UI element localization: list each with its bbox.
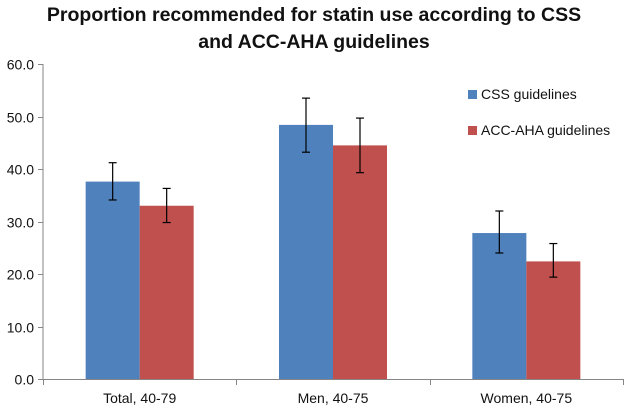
error-bar-acc-aha-2 [549, 242, 558, 278]
y-tick-label-6: 60.0 [7, 57, 34, 73]
error-bar-css-0 [108, 162, 117, 201]
x-tick-label-2: Women, 40-75 [481, 390, 573, 406]
legend-label-css: CSS guidelines [481, 86, 577, 102]
error-bar-css-1 [302, 97, 310, 153]
bar-acc-aha-1 [333, 145, 387, 379]
legend-label-acc-aha: ACC-AHA guidelines [481, 122, 611, 138]
y-tick-label-3: 30.0 [7, 215, 34, 231]
legend-item-acc-aha: ACC-AHA guidelines [468, 120, 610, 140]
legend-swatch-css [468, 89, 477, 99]
bar-acc-aha-2 [526, 261, 581, 379]
bar-css-2 [472, 233, 527, 379]
legend-swatch-acc-aha [468, 125, 477, 135]
error-bar-css-2 [495, 210, 504, 254]
chart-title-line-2: and ACC-AHA guidelines [198, 31, 430, 53]
y-tick-label-2: 20.0 [7, 267, 34, 283]
y-tick-label-4: 40.0 [7, 162, 34, 178]
legend-item-css: CSS guidelines [468, 84, 610, 104]
chart-title: Proportion recommended for statin use ac… [0, 2, 628, 56]
bar-css-0 [85, 181, 140, 379]
y-tick-label-0: 0.0 [15, 372, 35, 388]
error-bar-acc-aha-0 [162, 187, 171, 224]
error-bar-acc-aha-1 [356, 117, 364, 174]
chart-legend: CSS guidelines ACC-AHA guidelines [468, 84, 610, 156]
x-tick-label-1: Men, 40-75 [298, 390, 369, 406]
bar-acc-aha-0 [139, 205, 194, 379]
x-tick-label-0: Total, 40-79 [103, 390, 176, 406]
y-tick-label-1: 10.0 [7, 320, 34, 336]
y-tick-label-5: 50.0 [7, 110, 34, 126]
chart-title-line-1: Proportion recommended for statin use ac… [46, 4, 582, 26]
bar-css-1 [279, 124, 333, 380]
